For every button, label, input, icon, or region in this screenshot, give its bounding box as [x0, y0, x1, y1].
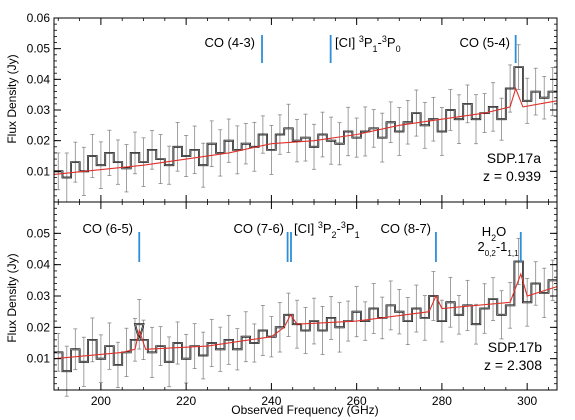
x-tick-label: 240 — [261, 394, 281, 408]
model-fit-line — [53, 86, 558, 175]
spectrum-inner-line — [54, 66, 557, 178]
source-label-a: SDP.17a — [487, 150, 541, 166]
y-tick-label: 0.04 — [27, 72, 51, 86]
x-tick-label: 260 — [347, 394, 367, 408]
y-tick-label: 0.01 — [27, 164, 51, 178]
line-label-h2o-transition: 20,2-11,1 — [477, 239, 519, 258]
panel-sdp17b: 0.01 0.02 0.03 0.04 0.05 200 220 240 260 280 300 F… — [5, 201, 558, 417]
source-label-b: SDP.17b — [488, 339, 542, 355]
model-fit-line — [53, 272, 558, 360]
xlabel: Observed Frequency (GHz) — [231, 403, 378, 417]
line-label-co87: CO (8-7) — [380, 221, 431, 236]
redshift-label-b: z = 2.308 — [484, 357, 542, 373]
axes-frame-b: 0.01 0.02 0.03 0.04 0.05 200 220 240 260 280 300 — [27, 201, 558, 408]
redshift-label-a: z = 0.939 — [483, 168, 541, 184]
y-tick-label: 0.05 — [27, 226, 51, 240]
line-label-ci21: [CI] 3P2-3P1 — [294, 220, 360, 240]
spectrum-a — [54, 66, 557, 179]
line-label-h2o: H2O — [482, 224, 507, 243]
y-tick-label: 0.02 — [27, 320, 51, 334]
line-markers-b — [138, 232, 522, 262]
ylabel-b: Flux Density (Jy) — [5, 253, 19, 342]
x-tick-label: 280 — [432, 394, 452, 408]
y-tick-label: 0.03 — [27, 289, 51, 303]
y-tick-label: 0.02 — [27, 134, 51, 148]
x-tick-label: 200 — [91, 394, 111, 408]
line-label-co43: CO (4-3) — [204, 35, 255, 50]
ylabel-a: Flux Density (Jy) — [5, 54, 19, 143]
panel-sdp17a: 0.01 0.02 0.03 0.04 0.05 0.06 Flux Density (J… — [5, 11, 558, 203]
model-fit-b — [53, 272, 558, 360]
spectrum-b — [54, 260, 557, 373]
model-fit-a — [53, 86, 558, 175]
spectrum-inner-line — [54, 261, 557, 372]
x-tick-label: 300 — [517, 394, 537, 408]
line-label-co54: CO (5-4) — [459, 35, 510, 50]
y-tick-label: 0.01 — [27, 352, 51, 366]
y-tick-label: 0.06 — [27, 11, 51, 25]
line-label-co65: CO (6-5) — [82, 221, 133, 236]
y-tick-label: 0.05 — [27, 42, 51, 56]
line-markers-a — [261, 35, 517, 63]
y-tick-label: 0.04 — [27, 258, 51, 272]
error-bars-a — [56, 44, 555, 203]
x-tick-label: 220 — [176, 394, 196, 408]
y-tick-label: 0.03 — [27, 103, 51, 117]
line-label-ci10: [CI] 3P1-3P0 — [335, 34, 401, 54]
line-label-co76: CO (7-6) — [233, 221, 284, 236]
